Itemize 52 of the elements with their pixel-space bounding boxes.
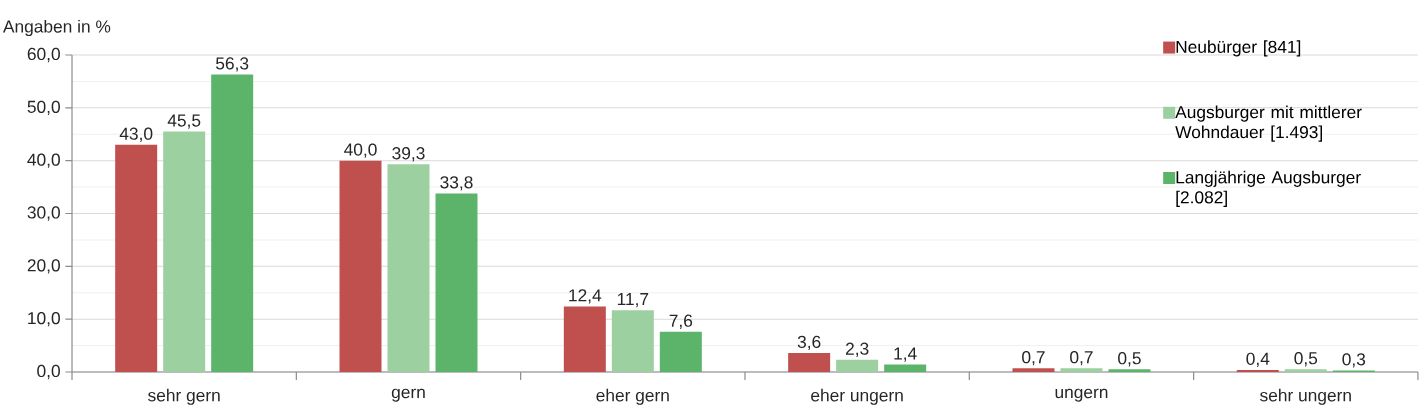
- x-tick-label: sehr ungern: [1260, 388, 1351, 405]
- data-label: 2,3: [845, 342, 869, 357]
- bar: [563, 306, 606, 372]
- y-tick-label: 0,0: [37, 364, 60, 380]
- data-label: 3,6: [797, 335, 821, 351]
- bar: [836, 359, 879, 372]
- legend-label: Langjährige Augsburger [2.082]: [1176, 170, 1361, 207]
- legend-label: Augsburger mit mittlerer Wohndauer [1.493]: [1175, 105, 1362, 142]
- legend-label: Neubürger [841]: [1176, 40, 1301, 57]
- data-label: 0,7: [1022, 351, 1045, 366]
- x-tick-label: gern: [391, 388, 425, 402]
- bar: [163, 131, 206, 372]
- bar: [115, 144, 158, 372]
- x-tick-label: eher ungern: [811, 388, 903, 405]
- data-label: 43,0: [119, 127, 153, 142]
- y-tick-label: 30,0: [27, 206, 60, 221]
- bar: [1012, 368, 1055, 372]
- bar: [211, 74, 254, 372]
- data-label: 0,7: [1070, 351, 1093, 366]
- bar: [659, 331, 702, 372]
- bar: [339, 160, 382, 372]
- data-label: 0,5: [1294, 352, 1318, 367]
- bar: [1236, 369, 1279, 372]
- y-axis-title: Angaben in %: [2, 19, 111, 37]
- bar: [884, 364, 927, 372]
- data-label: 45,5: [167, 114, 201, 129]
- data-label: 0,4: [1246, 352, 1270, 367]
- data-label: 0,5: [1118, 352, 1141, 367]
- y-tick-label: 60,0: [27, 47, 60, 63]
- bar: [1284, 369, 1327, 372]
- data-label: 7,6: [669, 314, 693, 329]
- data-label: 39,3: [392, 147, 425, 162]
- bar: [1060, 368, 1103, 372]
- bar: [788, 352, 831, 372]
- y-tick-label: 40,0: [27, 153, 60, 168]
- data-label: 33,8: [440, 176, 473, 191]
- bar: [611, 310, 654, 372]
- y-tick-label: 20,0: [27, 259, 60, 274]
- x-tick-label: ungern: [1055, 388, 1108, 402]
- data-label: 12,4: [569, 289, 602, 304]
- data-label: 40,0: [344, 143, 377, 158]
- data-label: 56,3: [215, 57, 249, 72]
- data-label: 0,3: [1342, 353, 1366, 368]
- data-label: 11,7: [617, 293, 649, 308]
- x-tick-label: sehr gern: [148, 388, 220, 405]
- bar: [387, 164, 430, 372]
- y-tick-label: 10,0: [28, 312, 60, 327]
- bar: [1108, 369, 1151, 372]
- bar: [435, 193, 478, 372]
- data-label: 1,4: [894, 347, 917, 362]
- x-tick-label: eher gern: [596, 388, 669, 405]
- y-tick-label: 50,0: [27, 100, 60, 115]
